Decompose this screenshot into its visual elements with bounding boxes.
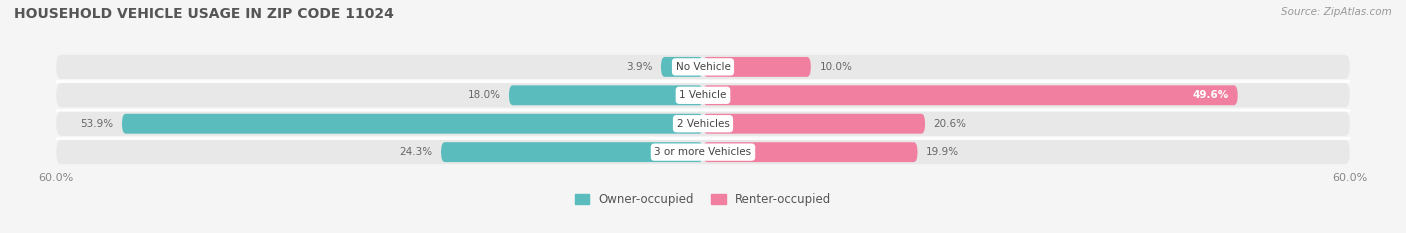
FancyBboxPatch shape — [56, 112, 1350, 136]
FancyBboxPatch shape — [509, 85, 703, 105]
Text: HOUSEHOLD VEHICLE USAGE IN ZIP CODE 11024: HOUSEHOLD VEHICLE USAGE IN ZIP CODE 1102… — [14, 7, 394, 21]
FancyBboxPatch shape — [703, 85, 1237, 105]
Legend: Owner-occupied, Renter-occupied: Owner-occupied, Renter-occupied — [575, 193, 831, 206]
Text: 10.0%: 10.0% — [820, 62, 852, 72]
Text: 19.9%: 19.9% — [927, 147, 959, 157]
Text: No Vehicle: No Vehicle — [675, 62, 731, 72]
Text: 53.9%: 53.9% — [80, 119, 114, 129]
Text: 2 Vehicles: 2 Vehicles — [676, 119, 730, 129]
Text: 3 or more Vehicles: 3 or more Vehicles — [654, 147, 752, 157]
Text: 1 Vehicle: 1 Vehicle — [679, 90, 727, 100]
Text: Source: ZipAtlas.com: Source: ZipAtlas.com — [1281, 7, 1392, 17]
FancyBboxPatch shape — [56, 83, 1350, 107]
FancyBboxPatch shape — [703, 114, 925, 134]
FancyBboxPatch shape — [703, 57, 811, 77]
FancyBboxPatch shape — [56, 140, 1350, 164]
FancyBboxPatch shape — [703, 142, 918, 162]
Text: 24.3%: 24.3% — [399, 147, 433, 157]
Text: 20.6%: 20.6% — [934, 119, 967, 129]
Text: 49.6%: 49.6% — [1192, 90, 1229, 100]
Text: 18.0%: 18.0% — [467, 90, 501, 100]
FancyBboxPatch shape — [56, 55, 1350, 79]
FancyBboxPatch shape — [441, 142, 703, 162]
FancyBboxPatch shape — [661, 57, 703, 77]
Text: 3.9%: 3.9% — [626, 62, 652, 72]
FancyBboxPatch shape — [122, 114, 703, 134]
